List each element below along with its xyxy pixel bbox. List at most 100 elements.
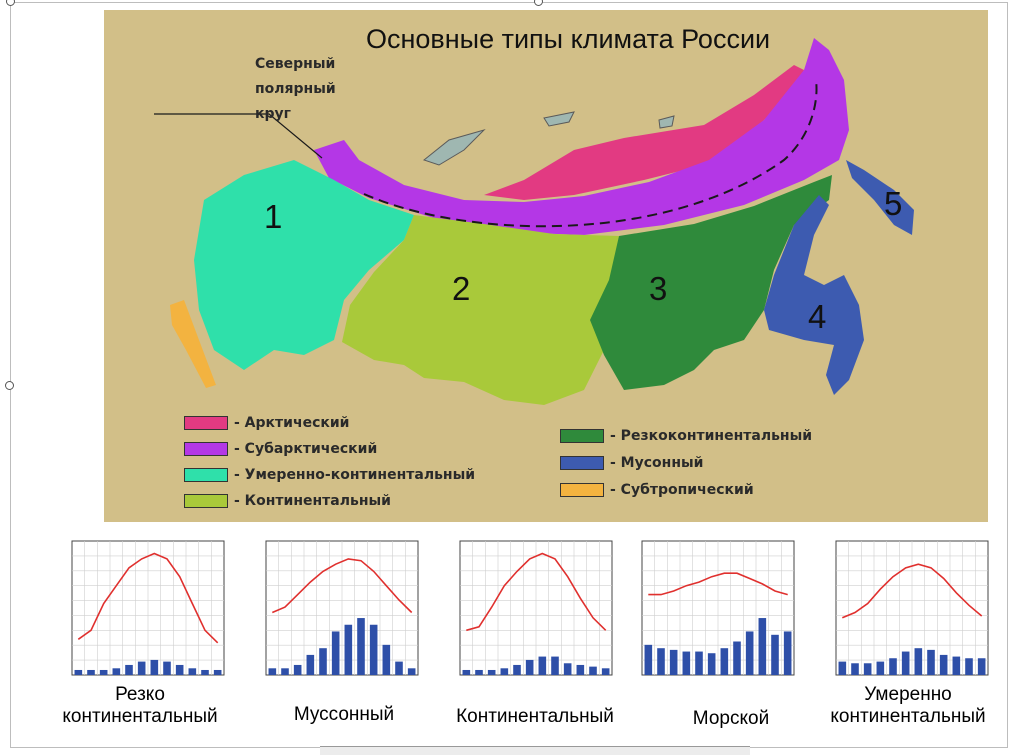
climate-chart-sharp-continental (58, 535, 242, 685)
caption-sharp-continental-line-1: Резко (115, 684, 165, 705)
precipitation-bar (551, 656, 559, 675)
precipitation-bar (669, 649, 678, 675)
precipitation-bar (771, 634, 779, 675)
precipitation-bar (201, 669, 209, 675)
precipitation-bar (657, 648, 665, 675)
precipitation-bar (977, 658, 986, 675)
region-number-5: 5 (884, 185, 903, 222)
precipitation-bar (783, 631, 792, 675)
legend-swatch-subtropical (560, 483, 604, 497)
region-number-1: 1 (264, 198, 283, 235)
precipitation-bar (137, 661, 146, 675)
precipitation-bar (319, 648, 327, 675)
caption-maritime-line-1: Морской (692, 708, 770, 729)
temperature-line (271, 558, 413, 614)
bottom-toolbar (320, 746, 750, 755)
selection-handle-middle-left[interactable] (5, 381, 14, 390)
climate-chart-svg-monsoon (265, 540, 419, 676)
precipitation-bar (188, 668, 197, 675)
precipitation-bar (268, 668, 277, 675)
caption-monsoon-line-1: Муссонный (293, 704, 395, 725)
precipitation-bar (331, 631, 340, 675)
precipitation-bar (357, 618, 365, 675)
legend-swatch-sharp-continental (560, 429, 604, 443)
climate-chart-svg-maritime (641, 540, 795, 676)
precipitation-bar (175, 664, 184, 675)
legend-label-temperate-continental: - Умеренно-континентальный (234, 467, 476, 483)
precipitation-bar (125, 664, 133, 675)
precipitation-bar (213, 669, 222, 675)
precipitation-bar (538, 656, 547, 675)
climate-chart-svg-temperate-continental (835, 540, 989, 676)
precipitation-bar (525, 659, 534, 675)
region-number-4: 4 (808, 298, 827, 335)
precipitation-bar (601, 668, 610, 675)
temperature-line (841, 563, 983, 619)
legend-label-monsoon: - Мусонный (610, 455, 704, 471)
precipitation-bar (745, 631, 754, 675)
precipitation-bar (576, 664, 585, 675)
arctic-circle-label-line-3: круг (255, 106, 291, 122)
precipitation-bar (707, 653, 716, 675)
legend-swatch-temperate-continental (184, 468, 228, 482)
temperature-line (466, 552, 607, 632)
precipitation-bar (952, 656, 961, 675)
legend-swatch-monsoon (560, 456, 604, 470)
precipitation-bar (475, 669, 483, 675)
precipitation-bar (758, 618, 767, 675)
caption-temperate-continental: Умеренно континентальный (806, 684, 1010, 728)
caption-sharp-continental: Резко континентальный (38, 684, 242, 728)
precipitation-bar (927, 649, 935, 675)
precipitation-bar (293, 664, 302, 675)
precipitation-bar (382, 644, 391, 675)
precipitation-bar (838, 661, 847, 675)
temperature-line (648, 572, 788, 596)
precipitation-bar (876, 661, 885, 675)
precipitation-bar (965, 658, 973, 675)
precipitation-bar (851, 663, 859, 675)
climate-chart-svg-sharp-continental (71, 540, 225, 676)
legend-item-subtropical: - Субтропический (560, 480, 754, 500)
precipitation-bar (487, 669, 496, 675)
legend-swatch-arctic (184, 416, 228, 430)
arctic-circle-label-line-2: полярный (255, 81, 336, 97)
caption-maritime: Морской (656, 708, 806, 730)
precipitation-bar (682, 651, 691, 675)
precipitation-bar (589, 666, 597, 675)
climate-chart-svg-continental (459, 540, 613, 676)
climate-chart-monsoon (252, 535, 436, 685)
precipitation-bar (344, 624, 353, 675)
climate-chart-maritime (628, 535, 812, 685)
legend-item-continental: - Континентальный (184, 491, 391, 511)
legend-item-sharp-continental: - Резкоконтинентальный (560, 426, 812, 446)
precipitation-bar (395, 661, 403, 675)
precipitation-bar (163, 661, 171, 675)
precipitation-bar (863, 663, 872, 675)
legend-item-monsoon: - Мусонный (560, 453, 703, 473)
arctic-circle-label: Северный полярный круг (255, 52, 355, 127)
caption-temperate-continental-line-1: Умеренно (864, 684, 952, 705)
precipitation-bar (74, 669, 83, 675)
legend-swatch-subarctic (184, 442, 228, 456)
precipitation-bar (939, 654, 948, 675)
climate-map: Основные типы климата России Северный по… (104, 10, 988, 522)
legend-item-temperate-continental: - Умеренно-континентальный (184, 465, 475, 485)
precipitation-bar (733, 641, 741, 675)
arctic-circle-label-line-1: Северный (255, 56, 336, 72)
map-title: Основные типы климата России (366, 24, 771, 54)
precipitation-bar (720, 648, 729, 675)
climate-chart-continental (446, 535, 630, 685)
precipitation-bar (695, 651, 703, 675)
selection-handle-top-center[interactable] (534, 0, 543, 6)
selection-handle-top-left[interactable] (6, 0, 15, 6)
precipitation-bar (500, 668, 509, 675)
precipitation-bar (563, 663, 572, 675)
caption-continental: Континентальный (432, 706, 638, 728)
precipitation-bar (914, 648, 923, 675)
precipitation-bar (306, 654, 315, 675)
legend-label-subtropical: - Субтропический (610, 482, 754, 498)
legend-label-subarctic: - Субарктический (234, 441, 378, 457)
precipitation-bar (99, 669, 108, 675)
region-number-2: 2 (452, 270, 471, 307)
caption-continental-line-1: Континентальный (456, 706, 614, 727)
